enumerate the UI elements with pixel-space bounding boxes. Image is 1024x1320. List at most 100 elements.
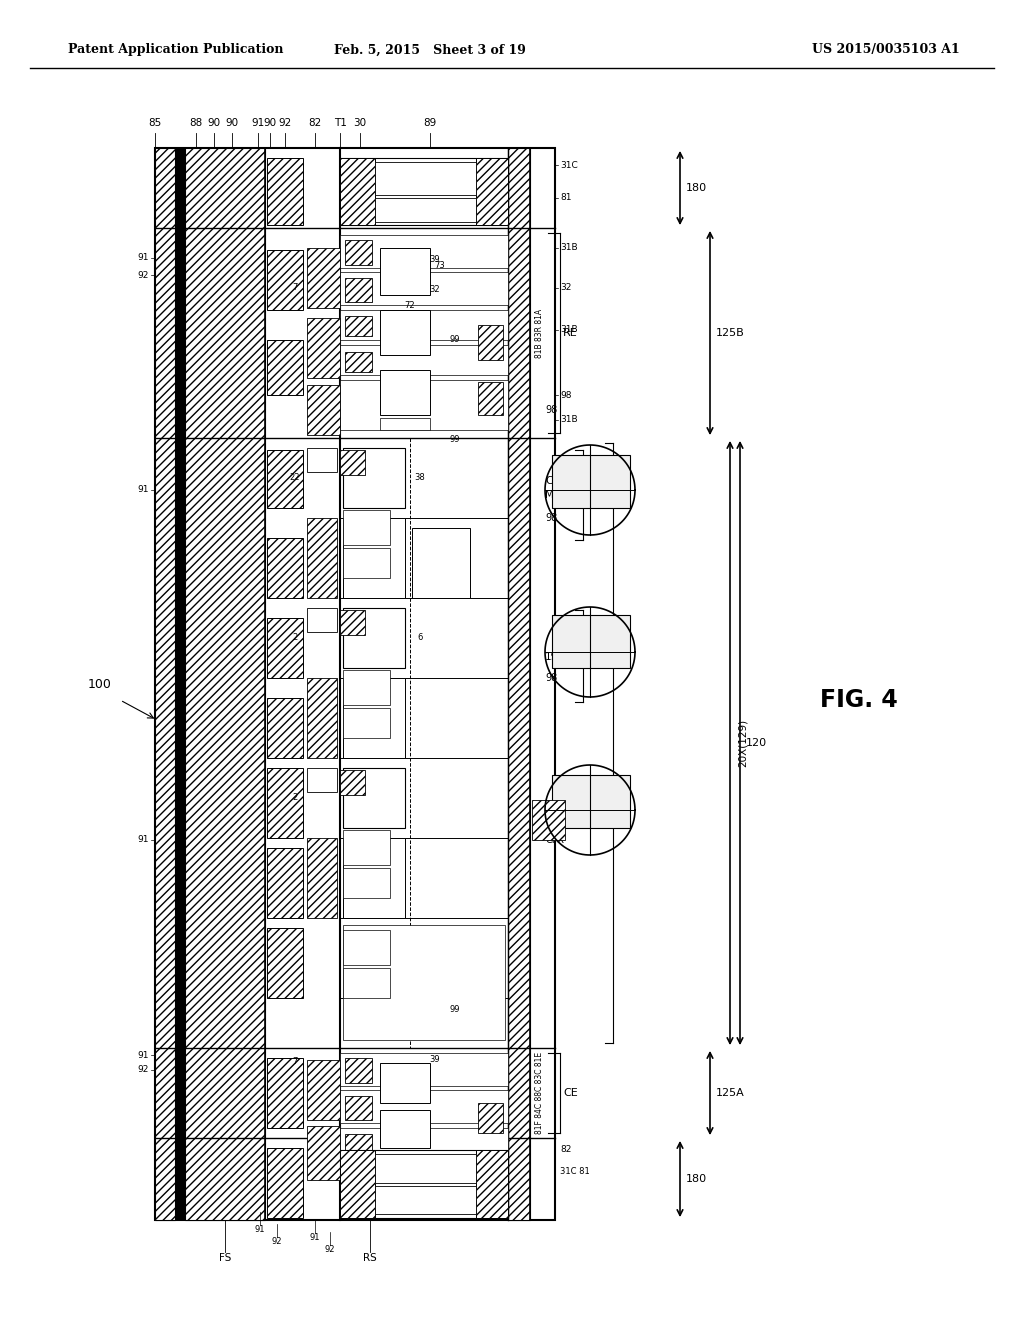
Text: 2: 2 <box>293 634 298 643</box>
Text: 82: 82 <box>560 1146 571 1155</box>
Text: 125B: 125B <box>716 327 744 338</box>
Bar <box>267 450 303 508</box>
Text: 73: 73 <box>404 1085 416 1094</box>
Bar <box>307 609 337 632</box>
Text: 32: 32 <box>430 285 440 294</box>
Text: 100: 100 <box>88 677 112 690</box>
Text: 92: 92 <box>271 1238 283 1246</box>
Text: 89: 89 <box>423 117 436 128</box>
Bar <box>340 610 365 635</box>
Text: 92: 92 <box>325 1246 335 1254</box>
Bar <box>340 450 365 475</box>
Text: 90: 90 <box>225 117 239 128</box>
Bar <box>375 1185 476 1214</box>
Bar <box>343 931 390 965</box>
Text: Patent Application Publication: Patent Application Publication <box>68 44 284 57</box>
Text: 90: 90 <box>263 117 276 128</box>
Text: 31B: 31B <box>560 326 578 334</box>
Bar <box>478 325 503 360</box>
Bar <box>375 162 476 195</box>
Text: PD: PD <box>368 793 381 803</box>
Bar <box>552 615 630 668</box>
Bar <box>375 198 476 222</box>
Bar <box>343 548 390 578</box>
Text: 31B: 31B <box>560 416 578 425</box>
Text: Feb. 5, 2015   Sheet 3 of 19: Feb. 5, 2015 Sheet 3 of 19 <box>334 44 526 57</box>
Bar <box>478 1104 503 1133</box>
Bar <box>343 830 390 865</box>
Text: 88: 88 <box>189 117 203 128</box>
Bar <box>340 1163 508 1183</box>
Bar <box>380 310 430 355</box>
Bar <box>307 385 340 436</box>
Bar <box>185 148 265 1220</box>
Text: 19: 19 <box>545 652 558 663</box>
Bar <box>340 1090 508 1123</box>
Bar <box>307 838 337 917</box>
Text: 120: 120 <box>746 738 767 748</box>
Bar <box>340 1150 375 1218</box>
Text: 39: 39 <box>430 1056 440 1064</box>
Bar <box>267 768 303 838</box>
Bar <box>267 158 303 224</box>
Bar <box>380 370 430 414</box>
Text: 22: 22 <box>290 473 300 482</box>
Text: 31B: 31B <box>560 243 578 252</box>
Text: 180: 180 <box>686 183 708 193</box>
Text: 20: 20 <box>586 651 599 661</box>
Bar <box>343 447 406 508</box>
Bar <box>267 1148 303 1218</box>
Bar <box>175 148 185 1220</box>
Text: 2: 2 <box>293 793 298 803</box>
Bar <box>343 869 390 898</box>
Text: FD: FD <box>316 455 327 465</box>
Text: CFX: CFX <box>545 836 564 845</box>
Bar <box>307 1126 340 1180</box>
Bar <box>476 158 508 224</box>
Bar <box>340 158 508 224</box>
Text: 72: 72 <box>404 301 416 309</box>
Bar <box>155 148 555 1220</box>
Text: 7: 7 <box>292 284 298 293</box>
Text: 98: 98 <box>545 513 557 523</box>
Bar <box>380 248 430 294</box>
Text: 90: 90 <box>208 117 220 128</box>
Text: 98: 98 <box>545 673 557 682</box>
Bar <box>340 158 375 224</box>
Text: 10 11: 10 11 <box>430 564 452 573</box>
Bar <box>340 770 365 795</box>
Bar <box>267 539 303 598</box>
Bar <box>508 148 530 1220</box>
Bar <box>343 510 390 545</box>
Text: 20: 20 <box>586 490 599 500</box>
Text: 91: 91 <box>251 117 264 128</box>
Bar <box>343 517 406 598</box>
Bar <box>340 1053 508 1086</box>
Bar <box>267 249 303 310</box>
Bar <box>380 1063 430 1104</box>
Text: 71: 71 <box>417 1071 427 1080</box>
Text: 31C 81: 31C 81 <box>560 1167 590 1176</box>
Bar <box>267 618 303 678</box>
Bar <box>345 240 372 265</box>
Text: 72: 72 <box>404 1096 416 1105</box>
Bar <box>375 1154 476 1183</box>
Text: 91: 91 <box>137 1051 150 1060</box>
Text: CF: CF <box>545 477 558 486</box>
Bar <box>343 708 390 738</box>
Text: 92: 92 <box>137 271 150 280</box>
Bar <box>307 1060 340 1119</box>
Bar <box>267 698 303 758</box>
Text: FD: FD <box>316 615 327 624</box>
Bar <box>552 775 630 828</box>
Bar <box>343 838 406 917</box>
Text: 81B 83R 81A: 81B 83R 81A <box>535 309 544 358</box>
Bar <box>340 235 508 268</box>
Text: 180: 180 <box>686 1173 708 1184</box>
Text: 98: 98 <box>545 405 557 414</box>
Bar <box>380 1152 430 1177</box>
Text: 39: 39 <box>430 256 440 264</box>
Bar <box>345 279 372 302</box>
Bar <box>340 1129 508 1158</box>
Bar <box>267 1059 303 1129</box>
